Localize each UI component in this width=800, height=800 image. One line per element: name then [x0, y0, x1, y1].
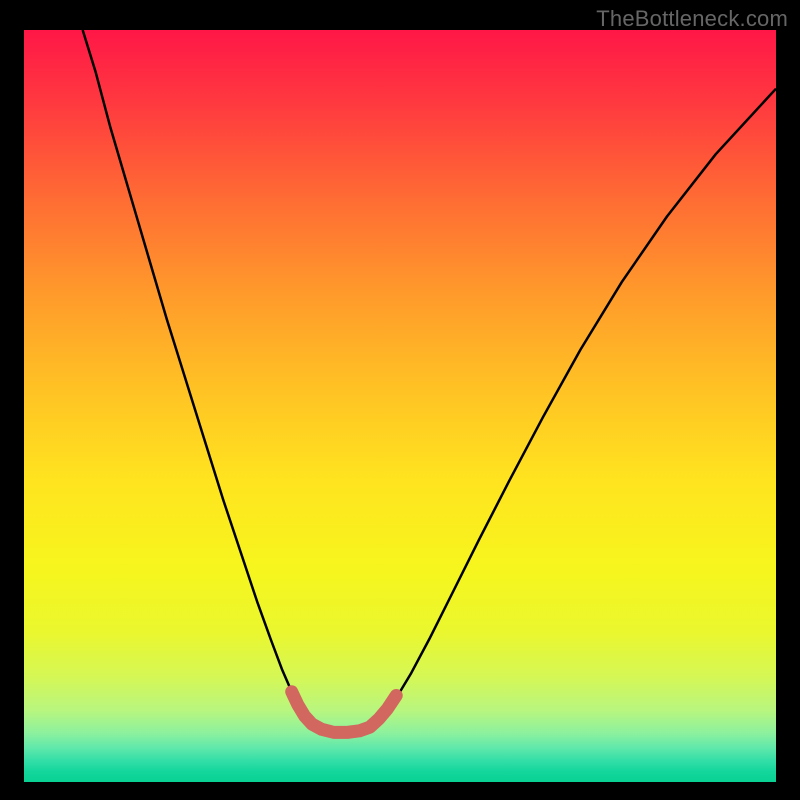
gradient-background: [24, 30, 776, 782]
watermark-text: TheBottleneck.com: [596, 6, 788, 32]
page-root: TheBottleneck.com: [0, 0, 800, 800]
bottleneck-chart: [0, 0, 800, 800]
